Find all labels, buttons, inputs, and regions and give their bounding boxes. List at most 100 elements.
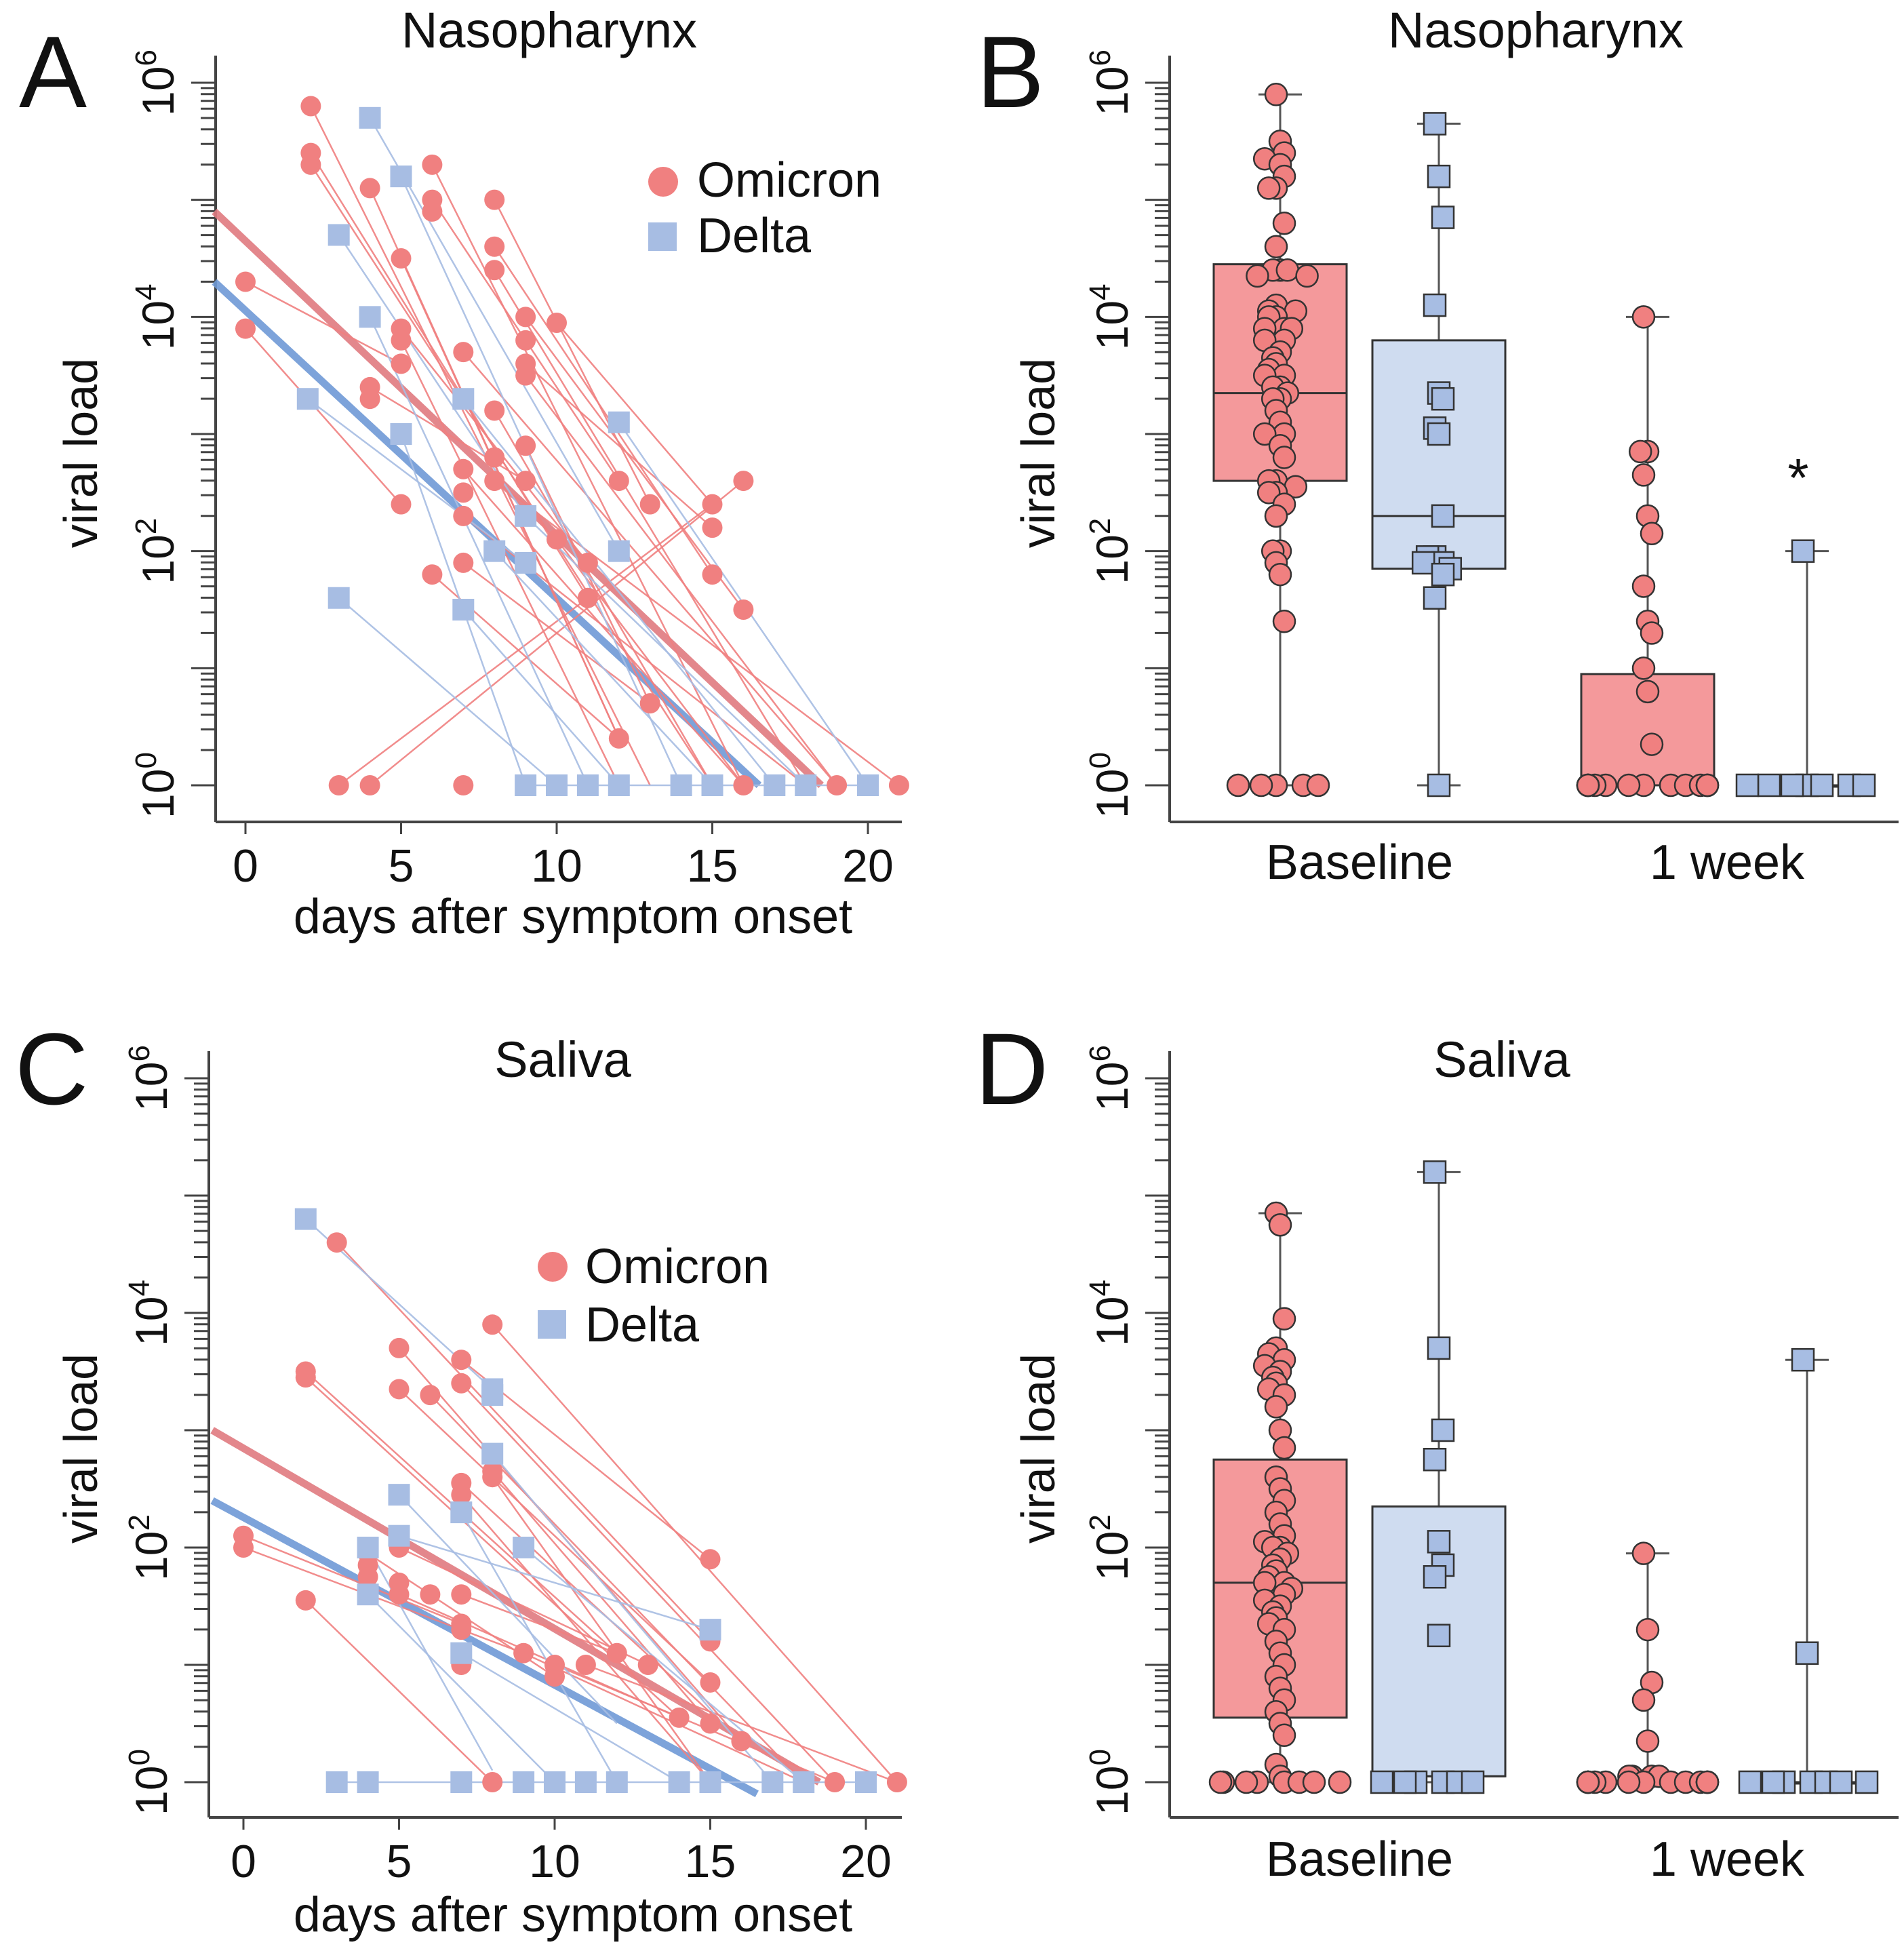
omicron-trajectory-line bbox=[460, 1594, 618, 1654]
delta-point bbox=[699, 1619, 721, 1641]
omicron-point bbox=[328, 775, 349, 795]
panel-b: B Nasopharynx viral load Baseline 1 week… bbox=[976, 2, 1899, 890]
omicron-trajectory-line bbox=[304, 1599, 494, 1783]
legend-omicron-marker bbox=[648, 167, 678, 197]
omicron-point bbox=[731, 1731, 752, 1752]
week1-omicron-point bbox=[1631, 574, 1656, 598]
panel-a-xlabel: days after symptom onset bbox=[294, 890, 852, 944]
delta-point bbox=[452, 599, 475, 621]
delta-point bbox=[701, 774, 723, 796]
omicron-point bbox=[453, 458, 474, 479]
panel-a-y-tick-label: 106 bbox=[130, 50, 183, 116]
panel-d-y-tick-label: 104 bbox=[1084, 1280, 1137, 1346]
delta-point bbox=[450, 1771, 473, 1793]
delta-point bbox=[763, 774, 786, 796]
omicron-point bbox=[733, 471, 754, 492]
omicron-point bbox=[420, 1584, 441, 1605]
omicron-trajectory-line bbox=[525, 316, 745, 610]
week1-omicron-point bbox=[1631, 1541, 1656, 1565]
week1-omicron-point bbox=[1576, 1770, 1600, 1794]
baseline-omicron-point bbox=[1246, 264, 1269, 288]
omicron-point bbox=[547, 312, 567, 333]
omicron-trajectory-line bbox=[462, 562, 651, 705]
delta-point bbox=[483, 540, 506, 562]
baseline-omicron-point bbox=[1252, 422, 1277, 446]
panel-b-axes: 100 102 104 106 bbox=[1084, 50, 1899, 823]
omicron-point bbox=[235, 271, 256, 292]
baseline-delta-point bbox=[1423, 293, 1447, 317]
omicron-trajectory-line bbox=[310, 152, 589, 599]
omicron-trajectory-line bbox=[524, 445, 651, 704]
panel-a-axes: 100 102 104 106 0 5 10 15 20 bbox=[130, 50, 902, 892]
baseline-omicron-point bbox=[1264, 83, 1288, 106]
delta-trajectory-line bbox=[338, 234, 527, 517]
x-tick-label: 0 bbox=[231, 1836, 256, 1887]
baseline-omicron-point bbox=[1302, 1770, 1326, 1794]
panel-d-letter: D bbox=[975, 1012, 1048, 1126]
panel-d: D Saliva viral load Baseline 1 week 1001… bbox=[975, 1012, 1899, 1887]
baseline-delta-point bbox=[1423, 1160, 1447, 1184]
delta-point bbox=[515, 505, 537, 527]
baseline-omicron-point bbox=[1256, 481, 1281, 505]
panel-b-y-tick-label: 100 bbox=[1084, 752, 1137, 819]
omicron-point bbox=[606, 1642, 627, 1663]
panel-a-title: Nasopharynx bbox=[401, 2, 697, 58]
panel-c-points bbox=[233, 1208, 907, 1793]
panel-a-legend: Omicron Delta bbox=[648, 153, 881, 263]
omicron-point bbox=[422, 564, 443, 585]
omicron-point bbox=[484, 260, 505, 281]
omicron-point bbox=[484, 447, 505, 468]
week1-delta-point bbox=[1757, 773, 1781, 798]
legend-delta-label: Delta bbox=[585, 1298, 700, 1352]
panel-a-points bbox=[235, 96, 909, 796]
x-tick-label: 0 bbox=[233, 840, 258, 892]
x-tick-label: 5 bbox=[389, 840, 414, 892]
delta-trajectory-line bbox=[369, 117, 620, 552]
omicron-trajectory-line bbox=[310, 164, 713, 786]
baseline-delta-point bbox=[1423, 586, 1447, 610]
delta-point bbox=[574, 1771, 597, 1793]
legend-delta-marker bbox=[648, 222, 677, 251]
delta-point bbox=[546, 774, 568, 796]
panel-a: A Nasopharynx viral load days after symp… bbox=[19, 2, 909, 944]
delta-trajectory-line bbox=[492, 1453, 774, 1783]
delta-point bbox=[357, 1583, 379, 1606]
panel-d-y-tick-label: 102 bbox=[1084, 1514, 1137, 1581]
omicron-point bbox=[295, 1590, 316, 1611]
delta-trajectory-line bbox=[307, 398, 526, 564]
baseline-delta-point bbox=[1393, 1770, 1417, 1794]
delta-trajectory-line bbox=[462, 398, 776, 786]
panel-a-y-tick-label: 102 bbox=[130, 518, 183, 585]
week1-delta-point bbox=[1735, 773, 1760, 798]
baseline-delta-point bbox=[1427, 1530, 1451, 1554]
delta-point bbox=[481, 1442, 504, 1465]
delta-trajectory-line bbox=[494, 550, 713, 786]
panel-c-lines bbox=[243, 1218, 898, 1784]
panel-d-axes: 100 102 104 106 bbox=[1084, 1045, 1899, 1819]
panel-a-letter: A bbox=[19, 15, 87, 129]
delta-point bbox=[388, 1524, 410, 1547]
delta-fit-line bbox=[210, 1497, 759, 1798]
x-tick-label: 15 bbox=[687, 840, 738, 892]
omicron-point bbox=[637, 1655, 658, 1675]
omicron-trajectory-line bbox=[585, 1663, 898, 1784]
panel-a-y-tick-label: 104 bbox=[130, 283, 183, 350]
omicron-trajectory-line bbox=[398, 1546, 649, 1666]
omicron-point bbox=[515, 435, 536, 456]
baseline-delta-point bbox=[1431, 205, 1455, 229]
delta-trajectory-line bbox=[369, 316, 589, 786]
delta-point bbox=[450, 1501, 473, 1524]
baseline-delta-point bbox=[1431, 562, 1455, 587]
omicron-trajectory-line bbox=[462, 351, 838, 786]
delta-point bbox=[608, 411, 630, 433]
omicron-trajectory-line bbox=[556, 322, 713, 505]
omicron-trajectory-line bbox=[494, 269, 807, 786]
baseline-omicron-point bbox=[1272, 610, 1296, 633]
omicron-point bbox=[235, 318, 256, 339]
omicron-point bbox=[700, 1672, 721, 1693]
legend-omicron-label: Omicron bbox=[697, 153, 881, 208]
baseline-delta-point bbox=[1370, 1770, 1394, 1794]
omicron-point bbox=[515, 365, 536, 386]
baseline-omicron-point bbox=[1272, 211, 1296, 235]
panel-b-letter: B bbox=[976, 15, 1044, 129]
